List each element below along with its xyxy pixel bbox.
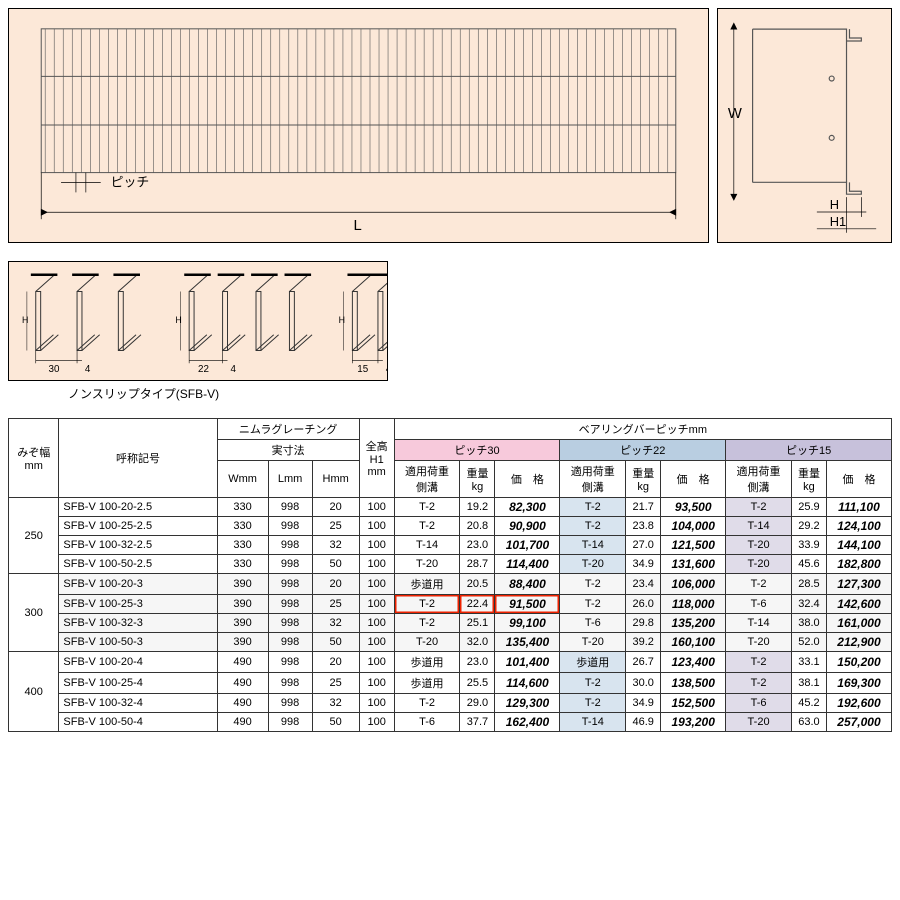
svg-text:H: H: [175, 315, 181, 325]
grating-section-view: W H H1: [717, 8, 892, 243]
svg-text:4: 4: [386, 364, 387, 375]
svg-text:4: 4: [85, 364, 91, 375]
spec-table: みぞ幅mm 呼称記号 ニムラグレーチング 全高H1mm ベアリングバーピッチmm…: [8, 418, 892, 732]
svg-text:22: 22: [198, 364, 209, 375]
svg-text:L: L: [354, 218, 362, 234]
svg-text:15: 15: [357, 364, 368, 375]
diagram-caption: ノンスリップタイプ(SFB-V): [68, 385, 892, 402]
bar-pitch-diagram: 30 4 H 22 4 H 15 4 H: [8, 261, 388, 381]
svg-text:ピッチ: ピッチ: [111, 174, 150, 189]
svg-text:H1: H1: [830, 214, 846, 229]
svg-text:H: H: [22, 315, 28, 325]
grating-plan-view: ピッチ L: [8, 8, 709, 243]
svg-text:H: H: [830, 197, 839, 212]
svg-text:4: 4: [230, 364, 236, 375]
svg-text:W: W: [728, 106, 742, 122]
svg-text:H: H: [339, 315, 345, 325]
svg-text:30: 30: [49, 364, 60, 375]
